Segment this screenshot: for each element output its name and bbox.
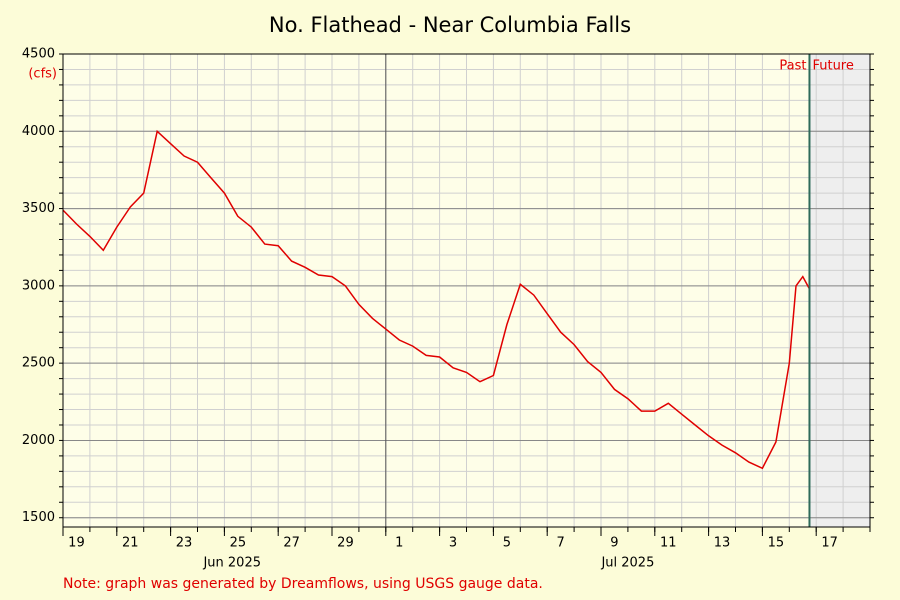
y-tick-label: 1500 (22, 510, 55, 525)
y-tick-label: 4500 (22, 47, 55, 62)
flow-line (62, 129, 811, 470)
x-tick-label: 23 (176, 536, 193, 551)
y-tick-label: 3000 (22, 278, 55, 293)
past-label: Past (779, 59, 806, 74)
x-tick-label: 7 (557, 536, 565, 551)
x-tick-label: 25 (230, 536, 247, 551)
x-tick-label: 15 (768, 536, 785, 551)
y-tick-label: 4000 (22, 124, 55, 139)
future-label: Future (812, 59, 853, 74)
y-tick-label: 3500 (22, 201, 55, 216)
x-tick-label: 5 (503, 536, 511, 551)
x-tick-label: 19 (68, 536, 85, 551)
chart-title: No. Flathead - Near Columbia Falls (269, 13, 631, 37)
month-label: Jun 2025 (202, 556, 261, 571)
x-tick-label: 11 (660, 536, 677, 551)
y-tick-label: 2500 (22, 356, 55, 371)
y-unit: (cfs) (28, 67, 57, 82)
plot-frame (62, 53, 871, 528)
x-tick-label: 17 (821, 536, 838, 551)
x-tick-label: 21 (122, 536, 139, 551)
month-label: Jul 2025 (600, 556, 654, 571)
x-tick-label: 13 (714, 536, 731, 551)
x-tick-label: 29 (337, 536, 354, 551)
x-tick-label: 3 (449, 536, 457, 551)
y-tick-label: 2000 (22, 433, 55, 448)
x-tick-label: 27 (283, 536, 300, 551)
x-tick-label: 1 (395, 536, 403, 551)
future-region (809, 54, 870, 527)
x-tick-label: 9 (610, 536, 618, 551)
note: Note: graph was generated by Dreamflows,… (63, 576, 543, 592)
